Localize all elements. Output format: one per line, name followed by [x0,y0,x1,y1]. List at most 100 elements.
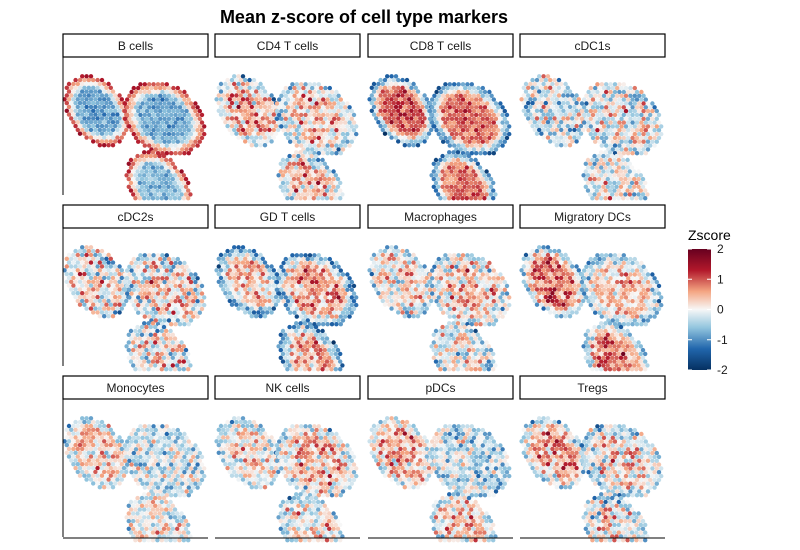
spot [229,116,235,121]
spot [389,81,394,87]
spot [338,359,343,364]
spot [254,291,259,296]
spot [486,351,491,357]
spot [144,332,149,337]
spot [338,367,343,372]
spot [391,93,396,98]
spot [554,97,559,102]
spot [467,93,472,99]
spot [234,108,239,114]
spot [608,299,613,304]
spot [177,143,183,148]
spot [302,173,308,178]
spot [371,268,377,273]
spot [637,310,642,315]
spot [393,97,399,102]
spot [122,116,128,122]
spot [296,272,302,277]
spot [193,302,198,308]
spot [471,131,477,137]
spot [349,279,354,285]
spot [310,256,315,262]
spot [106,97,111,102]
spot [398,291,403,296]
spot [539,123,544,129]
spot [471,176,476,182]
spot [142,128,147,133]
spot [155,359,160,364]
spot [294,112,299,118]
spot [389,245,394,250]
spot [316,336,321,341]
spot [142,283,147,289]
spot [325,120,330,125]
spot [607,321,613,326]
spot [438,120,444,125]
spot [311,165,316,170]
spot [615,101,620,106]
spot [407,143,412,148]
spot [150,321,156,326]
spot [621,97,626,102]
facet-strip [214,33,361,58]
spot [160,283,165,289]
spot [321,105,326,110]
spot [179,176,184,182]
spot [329,291,335,296]
spot [404,294,410,300]
spot [260,139,265,144]
spot [288,287,293,292]
spot [443,260,448,266]
spot [290,89,295,95]
spot [142,328,147,334]
spot [188,318,194,323]
spot [458,161,463,166]
spot [108,100,114,106]
spot [632,302,637,308]
spot [453,340,458,345]
spot [449,295,455,300]
spot [336,272,341,277]
spot [335,355,341,360]
spot [128,359,134,364]
spot [574,264,579,269]
spot [144,324,149,330]
spot [447,283,452,289]
spot [376,252,381,258]
spot [634,97,640,102]
spot [155,276,161,281]
spot [66,275,72,281]
spot [623,310,629,315]
facet-label: Macrophages [404,210,477,224]
spot [323,124,328,129]
spot [436,161,441,166]
spot [153,176,158,182]
spot [458,332,463,337]
spot [157,192,162,197]
spot [451,321,456,326]
spot [69,108,74,114]
spot [389,120,394,125]
spot [316,253,321,258]
spot [460,283,466,289]
facet-strip [367,204,514,229]
spot [138,112,143,118]
spot [288,272,293,277]
spot [422,287,427,292]
spot [615,279,620,285]
spot [279,124,284,129]
spot [283,279,288,285]
spot [400,310,405,315]
spot [570,279,575,284]
spot [476,295,481,300]
spot [289,336,294,341]
spot [407,135,412,140]
spot [426,294,432,300]
spot [234,77,239,83]
spot [151,299,156,304]
spot [637,287,642,292]
spot [232,283,237,288]
spot [612,135,618,141]
spot [172,173,178,178]
spot [128,188,134,193]
